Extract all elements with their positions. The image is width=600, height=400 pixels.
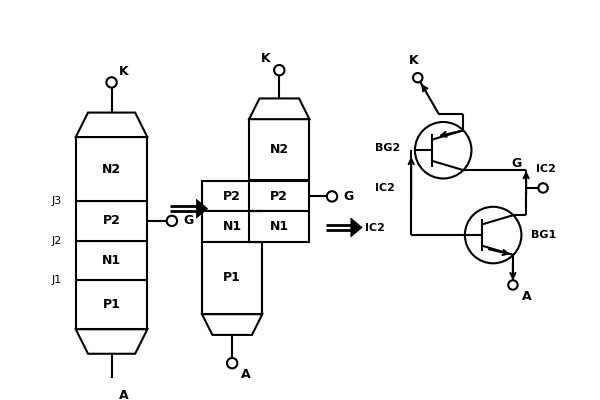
Bar xyxy=(202,242,262,314)
Text: IC2: IC2 xyxy=(375,183,395,193)
Circle shape xyxy=(538,183,548,193)
Text: IC2: IC2 xyxy=(365,222,385,232)
Text: K: K xyxy=(409,54,419,67)
Text: A: A xyxy=(119,389,128,400)
Text: J3: J3 xyxy=(52,196,62,206)
Polygon shape xyxy=(351,218,362,237)
Circle shape xyxy=(415,122,472,178)
Circle shape xyxy=(227,358,238,368)
Bar xyxy=(249,212,310,242)
Text: N2: N2 xyxy=(270,143,289,156)
Circle shape xyxy=(327,191,337,202)
Bar xyxy=(76,201,148,241)
Text: P2: P2 xyxy=(223,190,241,203)
Text: G: G xyxy=(512,157,522,170)
Circle shape xyxy=(508,280,518,290)
Text: BG2: BG2 xyxy=(376,143,401,153)
Text: P1: P1 xyxy=(103,298,121,311)
Text: K: K xyxy=(119,65,128,78)
Bar xyxy=(76,280,148,329)
Text: A: A xyxy=(522,290,532,303)
Circle shape xyxy=(274,65,284,75)
Bar xyxy=(76,137,148,201)
Bar xyxy=(76,241,148,280)
Text: P2: P2 xyxy=(271,190,288,203)
Polygon shape xyxy=(196,199,208,218)
Text: N1: N1 xyxy=(223,220,242,233)
Text: J1: J1 xyxy=(52,275,62,285)
Bar xyxy=(202,181,262,212)
Circle shape xyxy=(106,77,117,88)
Circle shape xyxy=(465,207,521,263)
Text: G: G xyxy=(184,214,194,228)
Text: N2: N2 xyxy=(102,162,121,176)
Circle shape xyxy=(413,73,422,82)
Text: P1: P1 xyxy=(223,272,241,284)
Polygon shape xyxy=(76,112,148,137)
Text: BG1: BG1 xyxy=(531,230,556,240)
Circle shape xyxy=(106,379,117,389)
Polygon shape xyxy=(76,329,148,354)
Bar xyxy=(249,119,310,180)
Circle shape xyxy=(167,216,177,226)
Text: J2: J2 xyxy=(52,236,62,246)
Bar xyxy=(249,181,310,212)
Text: N1: N1 xyxy=(270,220,289,233)
Text: K: K xyxy=(261,52,271,65)
Polygon shape xyxy=(249,98,310,119)
Text: G: G xyxy=(344,190,354,203)
Text: P2: P2 xyxy=(103,214,121,228)
Polygon shape xyxy=(202,314,262,335)
Text: N1: N1 xyxy=(102,254,121,267)
Bar xyxy=(202,212,262,242)
Text: IC2: IC2 xyxy=(536,164,556,174)
Text: A: A xyxy=(241,368,250,381)
